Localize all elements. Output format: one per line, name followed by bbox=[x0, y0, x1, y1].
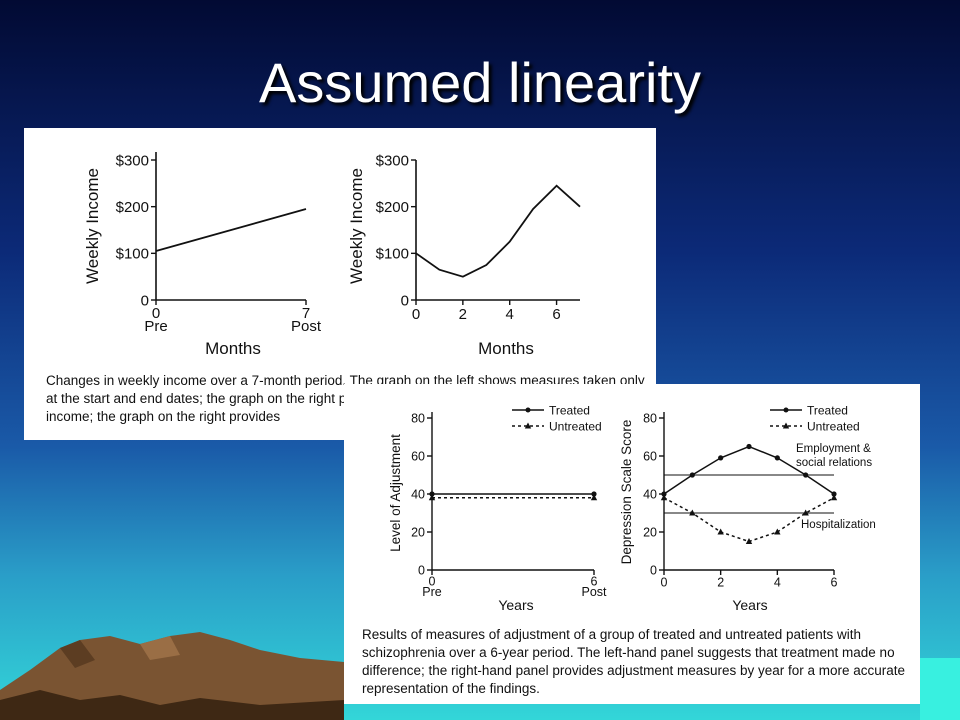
depression-yearly-reference-label: Hospitalization bbox=[801, 519, 876, 531]
income-monthly-xtick-label: 4 bbox=[506, 306, 514, 323]
depression-yearly-untreated-point bbox=[717, 528, 724, 535]
adjustment-prepost-legend-treated-marker bbox=[525, 407, 531, 413]
adjustment-prepost-treated-point bbox=[591, 491, 597, 497]
adjustment-prepost-xlabel: Years bbox=[498, 597, 533, 613]
depression-yearly-ylabel: Depression Scale Score bbox=[619, 420, 634, 565]
income-prepost-ytick-label: $200 bbox=[116, 199, 149, 216]
depression-yearly-chart: Depression Scale Score Employment & socia… bbox=[619, 404, 876, 614]
adjustment-prepost-xtick-label: 0 bbox=[429, 575, 436, 589]
depression-yearly-untreated-point bbox=[689, 509, 696, 516]
adjustment-prepost-treated-point bbox=[429, 491, 435, 497]
adjustment-prepost-ytick-label: 80 bbox=[411, 411, 425, 425]
depression-yearly-ytick-label: 0 bbox=[650, 563, 657, 577]
income-monthly-chart: Weekly Income 0 $100 $200 $300 0 2 4 6 Months bbox=[347, 152, 581, 358]
depression-yearly-xtick-label: 6 bbox=[831, 576, 838, 590]
adjustment-prepost-untreated-point bbox=[590, 494, 598, 501]
adjustment-prepost-legend-untreated-marker bbox=[524, 422, 532, 429]
depression-yearly-legend-treated-label: Treated bbox=[807, 404, 848, 418]
income-prepost-xtick-label: 0 bbox=[152, 305, 160, 322]
adjustment-prepost-ytick-label: 60 bbox=[411, 449, 425, 463]
income-prepost-ylabel: Weekly Income bbox=[83, 168, 102, 284]
depression-yearly-xtick-label: 2 bbox=[717, 576, 724, 590]
depression-yearly-untreated-point bbox=[830, 494, 838, 501]
income-monthly-series-line bbox=[415, 184, 581, 278]
depression-yearly-untreated-point bbox=[774, 528, 781, 535]
income-monthly-ylabel: Weekly Income bbox=[347, 168, 366, 284]
income-prepost-ytick-label: 0 bbox=[141, 292, 149, 309]
adjustment-prepost-xtick-sublabel: Post bbox=[581, 585, 607, 599]
depression-yearly-ytick-label: 60 bbox=[643, 449, 657, 463]
income-monthly-xlabel: Months bbox=[478, 339, 534, 358]
depression-yearly-treated-point bbox=[689, 472, 695, 478]
income-monthly-ytick-label: $100 bbox=[376, 246, 409, 263]
depression-yearly-xtick-label: 4 bbox=[774, 576, 781, 590]
adjustment-prepost-ytick-label: 20 bbox=[411, 525, 425, 539]
income-monthly-ytick-label: $300 bbox=[376, 152, 409, 169]
depression-yearly-reference-label: Employment & social relations bbox=[796, 443, 872, 469]
adjustment-prepost-ylabel: Level of Adjustment bbox=[388, 434, 403, 552]
income-monthly-ytick-label: 0 bbox=[401, 292, 409, 309]
depression-yearly-treated-point bbox=[774, 455, 780, 461]
depression-yearly-untreated-point bbox=[802, 509, 809, 516]
income-prepost-xtick-sublabel: Pre bbox=[144, 318, 167, 335]
slide-title: Assumed linearity bbox=[259, 51, 701, 114]
depression-yearly-treated-point bbox=[831, 491, 837, 497]
income-monthly-ytick-label: $200 bbox=[376, 199, 409, 216]
adjustment-prepost-legend-untreated-label: Untreated bbox=[549, 420, 602, 434]
depression-yearly-treated-point bbox=[718, 455, 724, 461]
adjustment-prepost-ytick-label: 0 bbox=[418, 563, 425, 577]
depression-yearly-treated-point bbox=[746, 443, 752, 450]
depression-yearly-ytick-label: 40 bbox=[643, 487, 657, 501]
adjustment-prepost-xtick-label: 6 bbox=[591, 575, 598, 589]
adjustment-prepost-ytick-label: 40 bbox=[411, 487, 425, 501]
depression-yearly-untreated-point bbox=[660, 494, 668, 501]
income-monthly-xtick-label: 0 bbox=[412, 306, 420, 323]
income-prepost-xlabel: Months bbox=[205, 339, 261, 358]
income-monthly-xtick-label: 6 bbox=[552, 306, 560, 323]
adjustment-caption: Results of measures of adjustment of a g… bbox=[362, 627, 906, 696]
depression-yearly-treated-point bbox=[661, 491, 667, 497]
adjustment-prepost-untreated-point bbox=[428, 494, 436, 501]
depression-yearly-ytick-label: 80 bbox=[643, 411, 657, 425]
income-prepost-ytick-label: $100 bbox=[116, 246, 149, 263]
income-prepost-xtick-sublabel: Post bbox=[291, 318, 322, 335]
depression-yearly-xtick-label: 0 bbox=[661, 576, 668, 590]
adjustment-prepost-legend-treated-label: Treated bbox=[549, 404, 590, 418]
adjustment-figure-panel: Level of Adjustment 0 20 40 60 80 0 Pre 6 Post … bbox=[344, 384, 920, 704]
depression-yearly-legend-treated-marker bbox=[783, 407, 789, 413]
income-monthly-xtick-label: 2 bbox=[459, 306, 467, 323]
income-prepost-ytick-label: $300 bbox=[116, 152, 149, 169]
depression-yearly-ytick-label: 20 bbox=[643, 525, 657, 539]
cyan-accent bbox=[920, 658, 960, 720]
adjustment-prepost-xtick-sublabel: Pre bbox=[422, 585, 442, 599]
depression-yearly-legend-untreated-label: Untreated bbox=[807, 420, 860, 434]
depression-yearly-xlabel: Years bbox=[732, 597, 767, 613]
income-prepost-series-line bbox=[155, 208, 307, 252]
depression-yearly-treated-point bbox=[803, 472, 809, 478]
depression-yearly-untreated-point bbox=[745, 538, 753, 544]
income-prepost-xtick-label: 7 bbox=[302, 305, 310, 322]
depression-yearly-legend-untreated-marker bbox=[782, 422, 790, 429]
